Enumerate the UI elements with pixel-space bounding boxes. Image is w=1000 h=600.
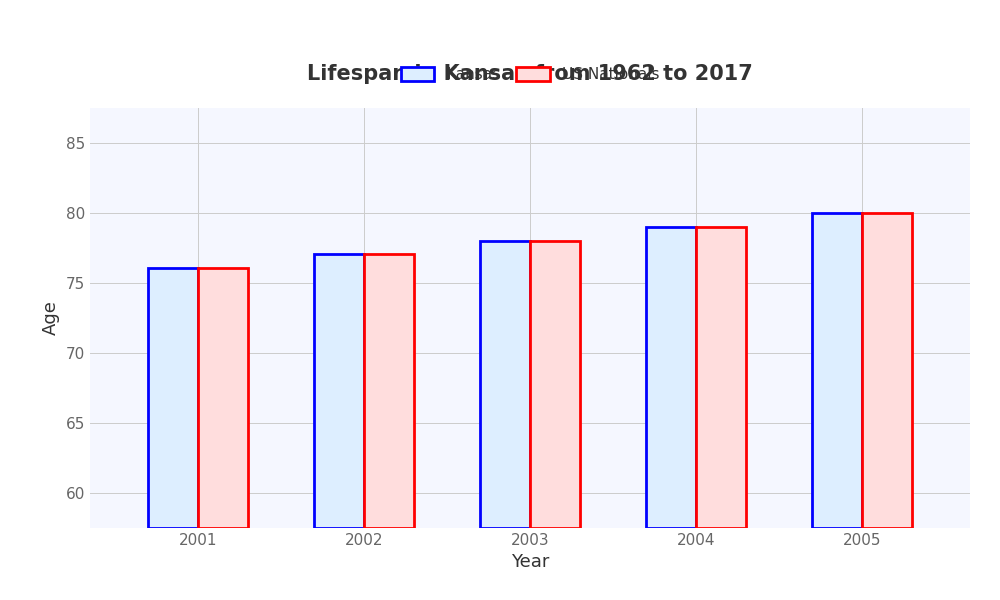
Bar xyxy=(530,241,580,528)
Bar xyxy=(148,268,198,528)
Bar xyxy=(862,213,912,528)
Bar xyxy=(646,227,696,528)
Bar xyxy=(480,241,530,528)
Title: Lifespan in Kansas from 1962 to 2017: Lifespan in Kansas from 1962 to 2017 xyxy=(307,64,753,84)
Legend: Kansas, US Nationals: Kansas, US Nationals xyxy=(395,61,665,88)
Bar xyxy=(696,227,746,528)
Y-axis label: Age: Age xyxy=(42,301,60,335)
Bar xyxy=(364,254,414,528)
X-axis label: Year: Year xyxy=(511,553,549,571)
Bar xyxy=(314,254,364,528)
Bar xyxy=(812,213,862,528)
Bar xyxy=(198,268,248,528)
